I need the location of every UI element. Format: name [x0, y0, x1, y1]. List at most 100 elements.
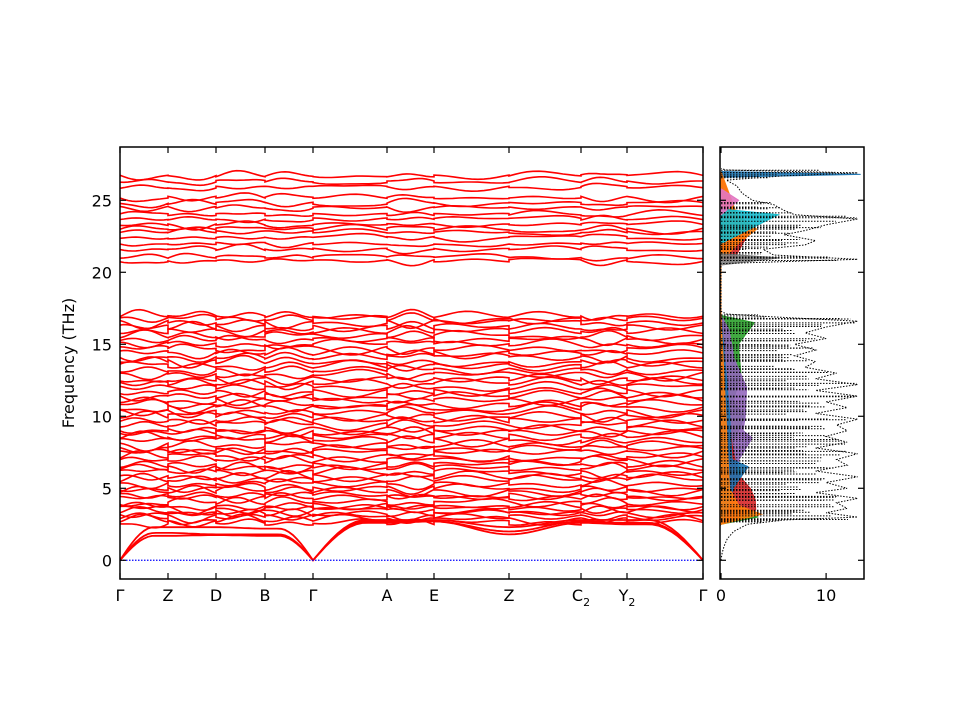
optical-band-69: [120, 169, 703, 181]
optical-band-15: [120, 466, 703, 480]
dos-panel: 0 10: [716, 146, 865, 605]
dos-x-tick-label: 0: [716, 586, 726, 605]
total-dos-line: [720, 168, 858, 561]
y-axis-ticks: 0 5 10 15 20 25: [92, 191, 703, 570]
optical-band-7: [120, 496, 703, 508]
partial-dos-7: [720, 253, 780, 266]
k-point-name: Z: [163, 586, 174, 605]
k-point-label: Γ: [116, 586, 125, 605]
y-tick-label: 10: [92, 407, 112, 426]
optical-band-34: [120, 389, 703, 402]
optical-band-56: [120, 243, 703, 255]
optical-band-55: [120, 252, 703, 262]
optical-band-23: [120, 434, 703, 448]
optical-band-64: [120, 204, 703, 214]
optical-band-54: [120, 257, 703, 267]
k-point-label: D: [210, 586, 222, 605]
partial-dos-5: [720, 208, 781, 245]
acoustic-branch-1: [120, 520, 703, 562]
k-point-label: A: [382, 586, 393, 605]
optical-band-57: [120, 241, 703, 249]
optical-band-49: [120, 324, 703, 338]
optical-band-37: [120, 376, 703, 391]
optical-band-8: [120, 491, 703, 504]
k-point-name: A: [382, 586, 393, 605]
optical-band-24: [120, 430, 703, 442]
k-point-subscript: 2: [583, 596, 590, 609]
k-point-name: Γ: [699, 586, 708, 605]
y-axis-label: Frequency (THz): [59, 298, 78, 428]
optical-band-51: [120, 318, 703, 330]
k-point-label: Γ: [309, 586, 318, 605]
y-tick-label: 0: [102, 551, 112, 570]
optical-band-29: [120, 410, 703, 423]
optical-band-5: [120, 504, 703, 516]
optical-band-68: [120, 176, 703, 187]
y-tick-label: 15: [92, 335, 112, 354]
optical-band-50: [120, 320, 703, 333]
optical-band-67: [120, 182, 703, 193]
k-point-name: Γ: [116, 586, 125, 605]
optical-band-52: [120, 312, 703, 325]
optical-band-66: [120, 192, 703, 204]
optical-band-30: [120, 404, 703, 419]
optical-band-59: [120, 227, 703, 236]
optical-band-42: [120, 354, 703, 369]
optical-band-46: [120, 338, 703, 350]
optical-band-40: [120, 364, 703, 377]
dos-axis-ticks: 0 10: [716, 147, 864, 605]
k-point-label: B: [260, 586, 271, 605]
y-tick-label: 5: [102, 479, 112, 498]
k-point-name: D: [210, 586, 222, 605]
optical-band-36: [120, 380, 703, 393]
k-point-name: B: [260, 586, 271, 605]
optical-band-48: [120, 329, 703, 342]
optical-band-39: [120, 368, 703, 382]
k-point-name: E: [429, 586, 439, 605]
optical-band-26: [120, 424, 703, 436]
k-point-name: Y: [618, 586, 629, 605]
k-point-subscript: 2: [628, 596, 635, 609]
k-point-label: E: [429, 586, 439, 605]
optical-band-65: [120, 197, 703, 209]
optical-band-22: [120, 438, 703, 452]
acoustic-branch-2: [120, 519, 703, 562]
optical-band-43: [120, 351, 703, 364]
y-tick-label: 20: [92, 263, 112, 282]
band-lines: [120, 169, 703, 562]
optical-band-25: [120, 426, 703, 438]
k-point-name: Γ: [309, 586, 318, 605]
optical-band-45: [120, 343, 703, 356]
optical-band-16: [120, 461, 703, 474]
k-point-label: Γ: [699, 586, 708, 605]
optical-band-28: [120, 414, 703, 425]
optical-band-61: [120, 220, 703, 231]
y-tick-label: 25: [92, 191, 112, 210]
dos-axes-frame: [719, 146, 865, 580]
optical-band-38: [120, 373, 703, 386]
optical-band-27: [120, 418, 703, 432]
optical-band-63: [120, 208, 703, 218]
optical-band-60: [120, 223, 703, 235]
acoustic-branch-0: [120, 520, 703, 562]
k-point-label: Y2: [618, 586, 636, 609]
optical-band-58: [120, 232, 703, 243]
optical-band-53: [120, 308, 703, 321]
optical-band-11: [120, 482, 703, 496]
dos-x-tick-label: 10: [816, 586, 836, 605]
optical-band-33: [120, 393, 703, 407]
k-point-label: Z: [163, 586, 174, 605]
optical-band-21: [120, 444, 703, 456]
optical-band-4: [120, 505, 703, 518]
k-point-label: Z: [504, 586, 515, 605]
k-point-name: Z: [504, 586, 515, 605]
band-axes-frame: [119, 146, 704, 580]
optical-band-9: [120, 490, 703, 501]
optical-band-10: [120, 484, 703, 498]
optical-band-35: [120, 386, 703, 399]
optical-band-44: [120, 346, 703, 360]
k-point-name: C: [572, 586, 583, 605]
total-dos: [720, 168, 858, 561]
optical-band-13: [120, 472, 703, 484]
